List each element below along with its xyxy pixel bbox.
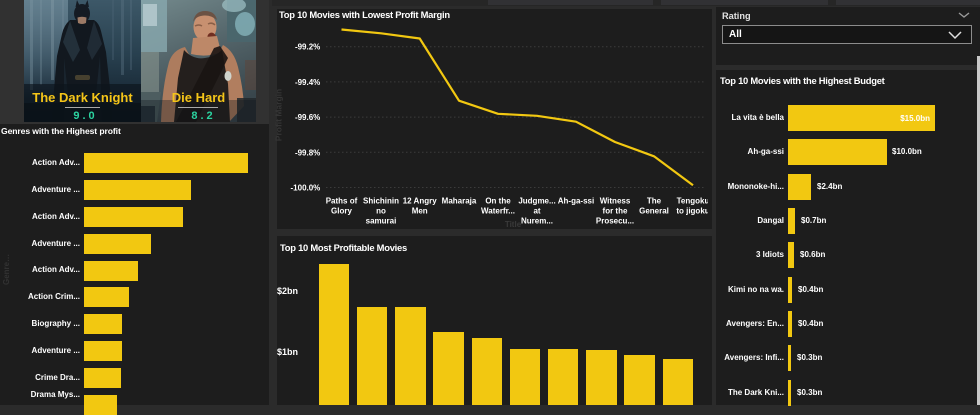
svg-text:Prosecu...: Prosecu... — [596, 217, 634, 226]
svg-text:Title: Title — [505, 220, 522, 228]
svg-text:for the: for the — [603, 207, 628, 216]
svg-text:Profit Margin: Profit Margin — [274, 89, 284, 141]
svg-text:On the: On the — [485, 197, 511, 206]
svg-text:Nurem...: Nurem... — [521, 217, 553, 226]
svg-text:to jigoku: to jigoku — [676, 207, 708, 216]
svg-text:Judgme...: Judgme... — [518, 197, 555, 206]
svg-text:-100.0%: -100.0% — [291, 184, 321, 193]
svg-text:-99.6%: -99.6% — [295, 113, 320, 122]
svg-text:Witness: Witness — [600, 197, 631, 206]
svg-text:Ah-ga-ssi: Ah-ga-ssi — [558, 197, 594, 206]
svg-text:-99.8%: -99.8% — [295, 148, 320, 157]
svg-text:Tengoku: Tengoku — [677, 197, 708, 206]
svg-text:at: at — [533, 207, 540, 216]
svg-text:-99.2%: -99.2% — [295, 43, 320, 52]
svg-text:General: General — [639, 207, 669, 216]
svg-text:no: no — [376, 207, 386, 216]
svg-text:Paths of: Paths of — [326, 197, 358, 206]
svg-text:Waterfr...: Waterfr... — [481, 207, 515, 216]
svg-text:Men: Men — [412, 207, 428, 216]
svg-text:12 Angry: 12 Angry — [403, 197, 437, 206]
svg-text:-99.4%: -99.4% — [295, 78, 320, 87]
svg-text:samurai: samurai — [366, 217, 397, 226]
svg-text:Shichinin: Shichinin — [363, 197, 399, 206]
svg-text:Maharaja: Maharaja — [442, 197, 477, 206]
svg-text:The: The — [647, 197, 662, 206]
svg-text:Glory: Glory — [331, 207, 352, 216]
